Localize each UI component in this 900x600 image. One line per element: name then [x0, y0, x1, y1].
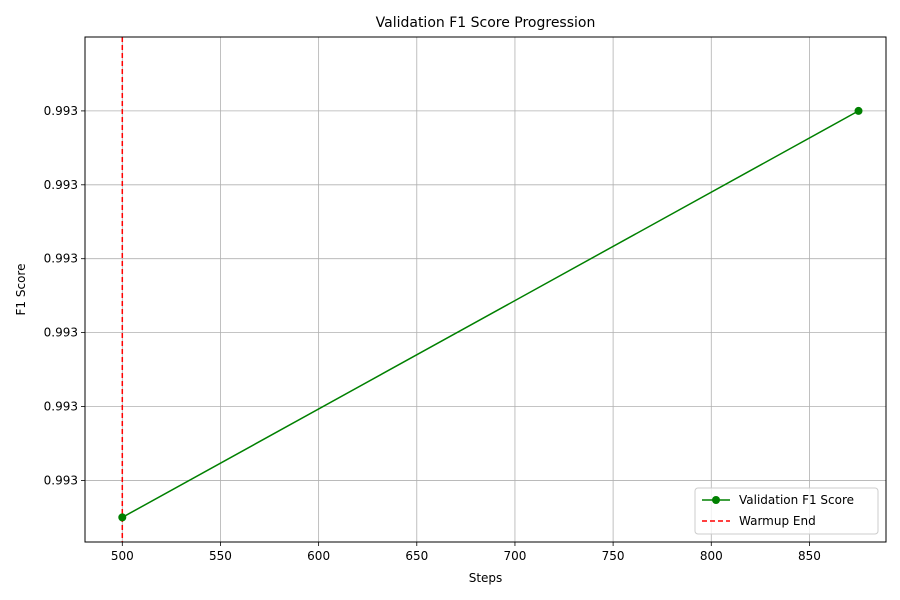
x-tick-label: 850 [798, 549, 821, 563]
y-axis-title: F1 Score [14, 264, 28, 316]
legend-marker-validation-f1 [712, 496, 720, 504]
legend: Validation F1 Score Warmup End [694, 487, 879, 535]
x-tick-label: 700 [503, 549, 526, 563]
grid-lines [85, 37, 886, 542]
y-tick-label: 0.993 [44, 400, 78, 414]
y-tick-label: 0.993 [44, 104, 78, 118]
x-tick-label: 500 [111, 549, 134, 563]
data-series [118, 106, 863, 522]
legend-label-warmup-end: Warmup End [739, 514, 816, 528]
y-tick-label: 0.993 [44, 178, 78, 192]
x-axis-ticks: 500 550 600 650 700 750 800 850 [111, 542, 821, 563]
y-tick-label: 0.993 [44, 326, 78, 340]
legend-box [694, 487, 879, 535]
x-tick-label: 650 [405, 549, 428, 563]
x-tick-label: 600 [307, 549, 330, 563]
x-tick-label: 550 [209, 549, 232, 563]
y-tick-label: 0.993 [44, 252, 78, 266]
x-axis-title: Steps [469, 571, 503, 585]
legend-label-validation-f1: Validation F1 Score [739, 493, 854, 507]
y-axis-ticks: 0.993 0.993 0.993 0.993 0.993 0.993 [44, 104, 85, 487]
plot-area-frame [84, 36, 887, 543]
validation-f1-point [854, 106, 863, 115]
x-tick-label: 750 [602, 549, 625, 563]
y-tick-label: 0.993 [44, 473, 78, 487]
validation-f1-line [121, 110, 859, 519]
validation-f1-point [118, 513, 127, 522]
x-tick-label: 800 [700, 549, 723, 563]
chart-title: Validation F1 Score Progression [376, 15, 596, 31]
